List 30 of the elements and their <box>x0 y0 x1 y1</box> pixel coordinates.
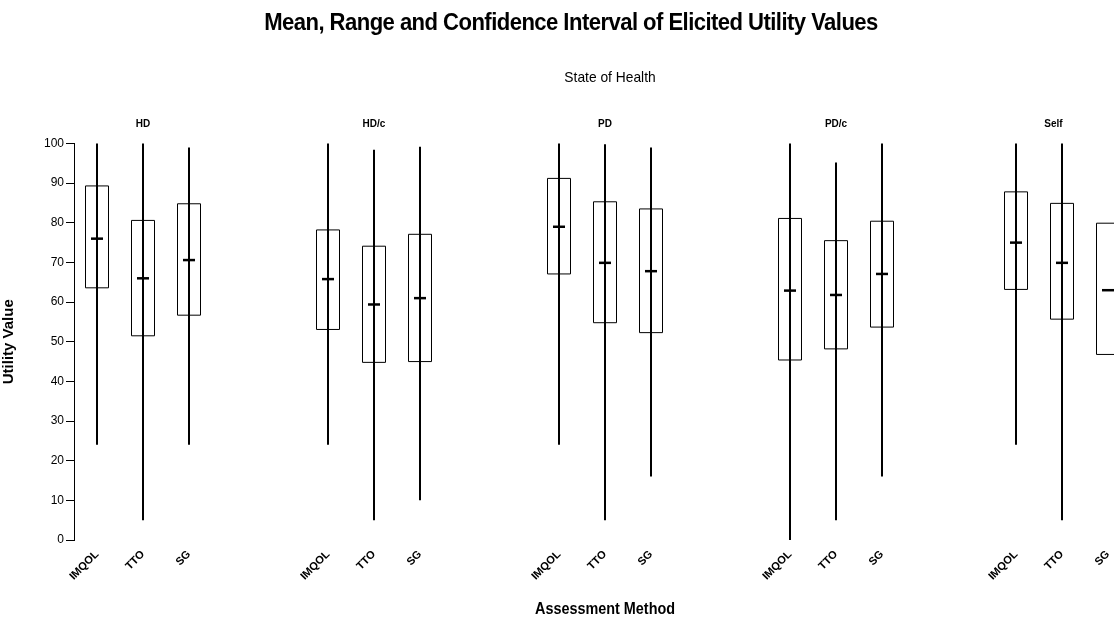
y-tick-label: 40 <box>50 373 65 388</box>
x-axis-title: Assessment Method <box>534 600 676 618</box>
y-tick-label: 70 <box>50 254 65 269</box>
y-tick-label: 10 <box>50 492 65 507</box>
chart-title: PD/c <box>823 118 849 129</box>
chart-title: Self <box>1043 118 1064 129</box>
x-tick-label: SG <box>172 547 193 568</box>
y-tick-label: 90 <box>50 175 65 190</box>
y-tick-label: 50 <box>50 334 65 349</box>
y-tick-label: 20 <box>50 453 65 468</box>
x-tick-label: TTO <box>1041 547 1066 572</box>
x-tick-label: SG <box>634 547 655 568</box>
x-tick-label: SG <box>865 547 886 568</box>
chart-title: PD <box>597 118 613 129</box>
x-tick-label: SG <box>403 547 424 568</box>
y-tick-label: 80 <box>50 215 65 230</box>
chart-title: HD/c <box>361 118 387 129</box>
text: State of Health <box>563 68 657 85</box>
y-tick-label: 30 <box>50 413 65 428</box>
x-tick-label: SG <box>1091 547 1112 568</box>
x-tick-label: TTO <box>584 547 609 572</box>
x-tick-label: TTO <box>353 547 378 572</box>
y-tick-label: 100 <box>43 135 65 150</box>
chart-title: HD <box>134 118 152 129</box>
y-tick-label: 60 <box>50 294 65 309</box>
text: Mean, Range and Confidence Interval of Elicited Utility Values <box>263 8 879 36</box>
x-tick-label: TTO <box>815 547 840 572</box>
y-axis-title: Utility Value <box>0 299 17 385</box>
y-tick-label: 0 <box>57 532 65 547</box>
x-tick-label: TTO <box>122 547 147 572</box>
